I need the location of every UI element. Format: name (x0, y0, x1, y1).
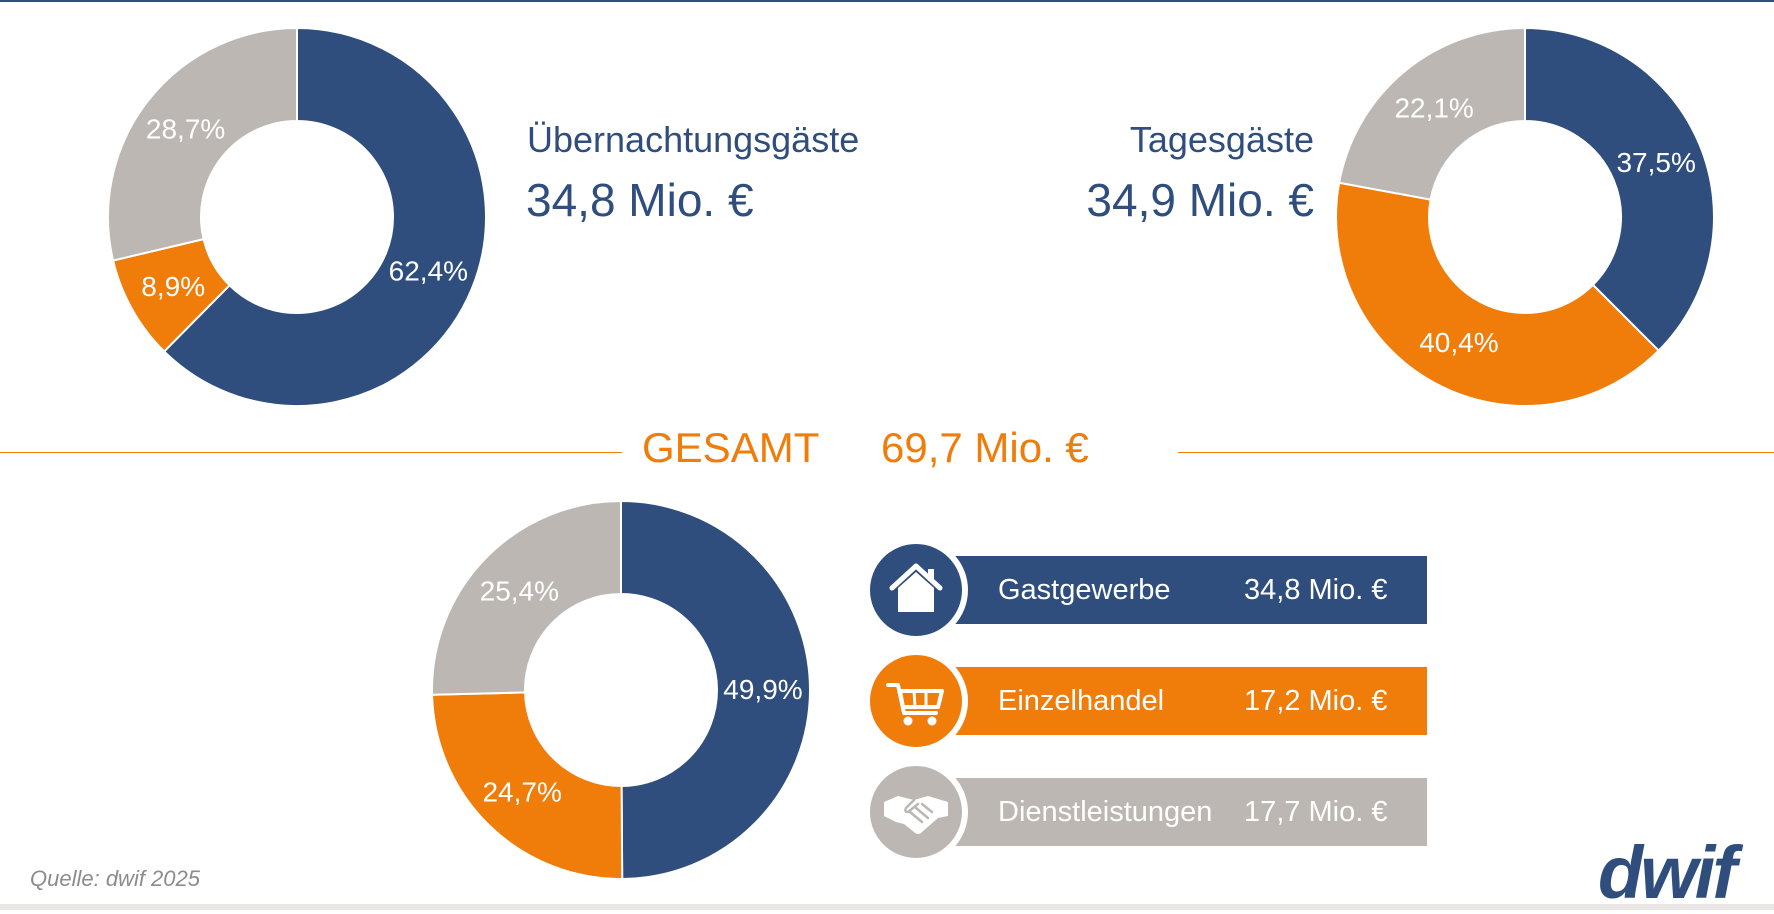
category-bar (954, 556, 1427, 624)
category-icon-circle (864, 760, 968, 864)
total-value: 69,7 Mio. € (881, 424, 1089, 471)
handshake-icon (884, 796, 948, 834)
day-visitors-title: Tagesgäste (1129, 119, 1314, 160)
donut-chart-total: 49,9% 24,7% 25,4% (431, 499, 811, 881)
category-value: 17,2 Mio. € (1244, 685, 1388, 717)
category-icon-circle (864, 649, 968, 753)
category-label: Gastgewerbe (998, 574, 1171, 606)
total-divider-left (0, 452, 622, 453)
slice-label-gastgewerbe: 49,9% (723, 674, 802, 705)
slice-label-gastgewerbe: 62,4% (389, 255, 468, 286)
top-rule (0, 0, 1774, 2)
donut-chart-overnight: 62,4% 8,9% 28,7% (107, 26, 487, 407)
donut-slice-dienstleistungen (431, 499, 622, 696)
category-value: 34,8 Mio. € (1244, 574, 1388, 606)
slice-label-dienstleistungen: 28,7% (146, 113, 225, 144)
total-label: GESAMT (642, 424, 820, 471)
overnight-title: Übernachtungsgäste (527, 119, 860, 160)
category-label: Dienstleistungen (998, 796, 1213, 828)
donut-slice-dienstleistungen (107, 26, 298, 262)
category-label: Einzelhandel (998, 685, 1165, 717)
donut-slice-gastgewerbe (620, 499, 811, 881)
slice-label-dienstleistungen: 25,4% (480, 575, 559, 606)
day-visitors-amount: 34,9 Mio. € (1086, 174, 1314, 226)
slice-label-einzelhandel: 8,9% (141, 271, 205, 302)
bottom-rule (0, 904, 1774, 910)
donut-slice-einzelhandel (1335, 181, 1661, 407)
slice-label-einzelhandel: 24,7% (482, 776, 561, 807)
category-icon-circle (864, 538, 968, 642)
category-bar (954, 778, 1427, 846)
house-icon (889, 563, 943, 612)
shopping-cart-icon (886, 683, 944, 726)
category-value: 17,7 Mio. € (1244, 796, 1388, 828)
category-bar (954, 667, 1427, 735)
dwif-logo: dwif (1598, 831, 1737, 914)
source-note: Quelle: dwif 2025 (30, 866, 200, 891)
donut-slice-gastgewerbe (1524, 26, 1715, 353)
donut-slice-gastgewerbe (162, 26, 487, 407)
overnight-amount: 34,8 Mio. € (526, 174, 754, 226)
slice-label-dienstleistungen: 22,1% (1394, 92, 1473, 123)
slice-label-einzelhandel: 40,4% (1419, 327, 1498, 358)
donut-slice-dienstleistungen (1337, 26, 1526, 201)
donut-chart-day-visitors: 37,5% 40,4% 22,1% (1335, 26, 1715, 407)
donut-slice-einzelhandel (431, 691, 624, 880)
slice-label-gastgewerbe: 37,5% (1616, 147, 1695, 178)
total-divider-right (1178, 452, 1774, 453)
